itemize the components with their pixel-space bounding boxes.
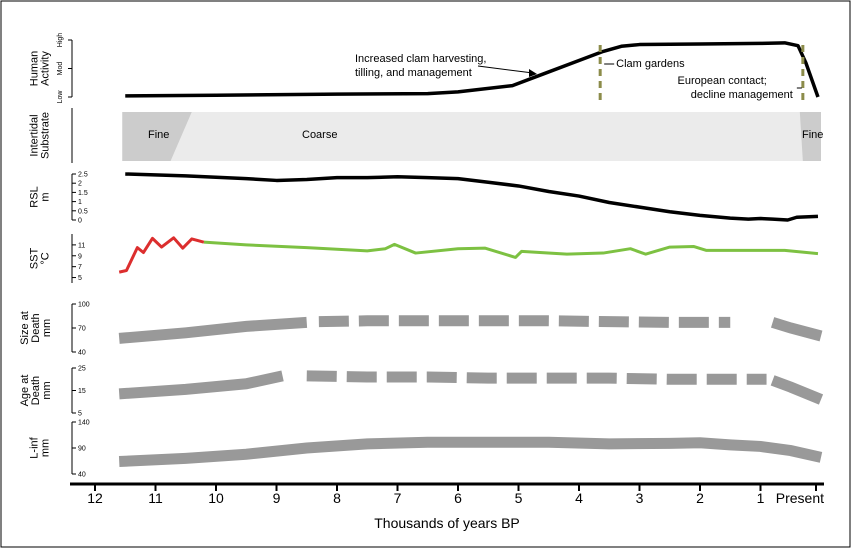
x-tick-label: 11 [148,490,163,506]
y-tick-label: 9 [78,253,82,260]
series-line-l_inf [118,436,823,468]
y-tick-label: 0.5 [78,208,88,215]
y-tick-label: 0 [78,218,82,225]
y-tick-label: 100 [78,302,90,309]
panel-label-l_inf: L-inf [29,436,41,458]
annotation-label: Increased clam harvesting, [355,53,486,65]
panel-size_at_death: Size at Death mm 100 70 40 [19,302,823,357]
panel-l_inf: L-inf mm 140 90 40 [29,420,823,479]
panel-label-human_activity: Human [29,51,41,86]
zone-fine-late [799,112,821,161]
y-tick-label: Low [57,90,64,104]
panel-rsl: RSL m 2.5 2 1.5 1 0.5 0 [29,172,819,225]
panel-label-sst: °C [40,252,52,264]
y-tick-label: 5 [78,411,82,418]
marker-label: Clam gardens [616,58,685,70]
annotation-label: tilling, and management [355,67,472,79]
series-line-age_at_death [770,375,824,405]
panel-label-l_inf: mm [40,439,52,457]
x-tick-label: 5 [515,490,523,506]
zone-label: Coarse [302,129,337,141]
y-tick-label: High [57,33,64,48]
panel-label-age_at_death: Age at [19,375,31,407]
y-tick-label: 2 [78,181,82,188]
x-tick-label: 7 [394,490,402,506]
series-line-size_at_death [770,317,823,342]
panel-label-intertidal_substrate: Intertidal [29,114,41,156]
x-tick-label: 2 [696,490,704,506]
panel-label-size_at_death: Death [30,313,42,342]
x-tick-label: 10 [208,490,224,506]
x-tick-label: 1 [757,490,765,506]
x-tick-label: 8 [333,490,341,506]
series-line-sst [118,236,205,274]
y-tick-label: 40 [78,350,86,357]
x-tick-label: 9 [273,490,281,506]
panels-layer: Human Activity Low Mod High Clam gardens Europ… [19,33,823,479]
x-tick-label: 6 [454,490,462,506]
series-line-rsl [125,172,819,222]
zone-coarse [170,112,821,161]
series-line-human_activity [125,41,820,98]
zone-label: Fine [802,129,823,141]
series-line-age_at_death [306,370,767,385]
series-line-sst [203,240,819,259]
panel-label-human_activity: Activity [40,51,52,86]
y-tick-label: 40 [78,472,86,479]
panel-label-rsl: RSL [29,186,41,207]
marker-label: European contact; [678,75,767,87]
y-tick-label: 5 [78,275,82,282]
x-tick-label: Present [776,490,824,506]
y-tick-label: 15 [78,388,86,395]
panel-label-age_at_death: Death [30,376,42,405]
y-tick-label: 70 [78,326,86,333]
series-line-age_at_death [118,370,284,400]
marker-label: decline management [691,89,793,101]
y-tick-label: 7 [78,264,82,271]
y-tick-label: 90 [78,446,86,453]
y-tick-label: 25 [78,366,86,373]
panel-label-size_at_death: Size at [19,311,31,345]
series-line-size_at_death [118,316,308,344]
panel-label-rsl: m [40,192,52,201]
x-tick-label: 12 [87,490,103,506]
x-tick-label: 3 [636,490,644,506]
panel-intertidal_substrate: Intertidal Substrate Fine Coarse Fine [29,108,823,163]
y-tick-label: 2.5 [78,172,88,179]
y-tick-label: 1 [78,199,82,206]
panel-label-size_at_death: mm [41,319,53,337]
annotation-arrow [477,65,534,74]
x-ticks-group: 12 11 10 9 8 7 6 5 4 3 2 1 Present [87,484,824,506]
y-tick-label: 11 [78,242,85,249]
panel-label-intertidal_substrate: Substrate [40,112,52,159]
panel-age_at_death: Age at Death mm 25 15 5 [19,366,824,418]
y-tick-label: 1.5 [78,190,88,197]
x-axis: 12 11 10 9 8 7 6 5 4 3 2 1 Present Thousands of year… [70,482,824,531]
panel-human_activity: Human Activity Low Mod High Clam gardens Europ… [29,33,820,105]
zone-fine-early [122,112,192,161]
panel-label-sst: SST [29,248,41,270]
y-tick-label: 140 [78,420,90,427]
panel-sst: SST °C 11 9 7 5 [29,234,819,283]
y-tick-label: Mod [57,62,64,76]
x-axis-label: Thousands of years BP [374,515,520,531]
annotation-arrowhead [529,69,537,77]
x-tick-label: 4 [575,490,583,506]
zone-label: Fine [148,129,169,141]
panel-label-age_at_death: mm [41,381,53,399]
series-line-size_at_death [318,315,731,328]
